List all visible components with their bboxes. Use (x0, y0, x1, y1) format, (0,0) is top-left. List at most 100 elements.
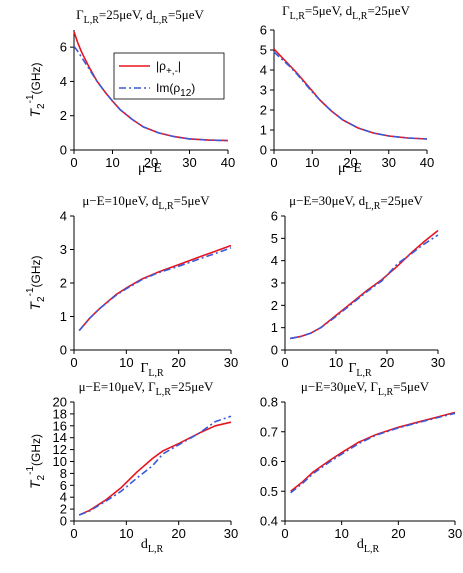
y-tick-label: 0.8 (260, 395, 278, 410)
series-im-rho12-line (290, 412, 456, 494)
x-tick-label: 10 (105, 155, 119, 170)
x-tick-label: 20 (171, 355, 185, 370)
y-tick-label: 18 (53, 406, 67, 421)
x-tick-label: 20 (144, 155, 158, 170)
x-tick-label: 20 (171, 526, 185, 541)
x-tick-label: 0 (70, 355, 77, 370)
x-tick-label: 0 (281, 526, 288, 541)
y-tick-label: 5 (260, 43, 267, 58)
y-axis-label: T2-1(GHz) (25, 434, 47, 489)
legend-entry-rho-plus-minus: |ρ+,-| (156, 59, 181, 77)
y-tick-label: 3 (260, 83, 267, 98)
y-tick-label: 1 (271, 320, 278, 335)
y-tick-label: 16 (53, 418, 67, 433)
y-tick-label: 2 (60, 276, 67, 291)
x-tick-label: 10 (329, 355, 343, 370)
chart-title: μ−E=10μeV, dL,R=5μeV (82, 193, 210, 212)
chart-panel-1: 0 10 20 30 40 0 2 4 6 ΓL,R=25μeV, dL,R=5μeV μ−E T2-… (25, 7, 235, 176)
y-tick-label: 0 (260, 143, 267, 158)
y-tick-label: 20 (53, 395, 67, 410)
x-tick-label: 0 (70, 526, 77, 541)
y-tick-label: 8 (60, 466, 67, 481)
y-tick-label: 3 (60, 242, 67, 257)
x-tick-label: 40 (221, 155, 235, 170)
x-axis-label: μ−E (138, 161, 162, 176)
y-tick-label: 4 (60, 74, 67, 89)
x-tick-label: 20 (380, 355, 394, 370)
series-im-rho12-line (273, 51, 428, 140)
y-tick-label: 4 (60, 209, 67, 224)
chart-panel-6: 0 10 20 30 0.4 0.5 0.6 0.7 0.8 μ−E=30μeV, ΓL,R=5μ… (260, 379, 462, 555)
x-tick-label: 30 (224, 526, 238, 541)
x-tick-label: 10 (119, 526, 133, 541)
x-axis-label: dL,R (357, 537, 380, 555)
series-rho-plus-minus-line (289, 229, 439, 340)
x-axis-label: μ−E (338, 161, 362, 176)
y-tick-label: 0.5 (260, 484, 278, 499)
y-tick-label: 0.4 (260, 514, 278, 529)
x-tick-label: 0 (281, 355, 288, 370)
y-tick-label: 6 (60, 40, 67, 55)
chart-title: μ−E=30μeV, dL,R=25μeV (289, 193, 423, 212)
y-tick-label: 0 (60, 514, 67, 529)
x-tick-label: 20 (343, 155, 357, 170)
chart-panel-2: 0 10 20 30 40 0 1 2 3 4 5 6 ΓL,R=5μeV, dL,R=25μeV μ−E (260, 3, 434, 176)
series-im-rho12-line (78, 415, 232, 516)
x-tick-label: 10 (334, 526, 348, 541)
x-tick-label: 30 (182, 155, 196, 170)
x-tick-label: 30 (431, 355, 445, 370)
chart-title: ΓL,R=5μeV, dL,R=25μeV (282, 3, 410, 22)
x-tick-label: 10 (305, 155, 319, 170)
series-rho-plus-minus-line (78, 244, 232, 332)
series-im-rho12-line (78, 247, 232, 332)
series-rho-plus-minus-line (273, 48, 428, 140)
y-tick-label: 4 (60, 490, 67, 505)
legend-box (113, 52, 225, 100)
y-tick-label: 1 (260, 123, 267, 138)
series-im-rho12-line (73, 45, 229, 142)
y-tick-label: 1 (60, 309, 67, 324)
chart-panel-4: 0 10 20 30 0 1 2 3 4 5 6 μ−E=30μeV, dL,R=25μeV ΓL,R (271, 193, 445, 379)
y-tick-label: 2 (271, 298, 278, 313)
y-tick-label: 2 (60, 502, 67, 517)
series-rho-plus-minus-line (78, 421, 232, 516)
y-tick-label: 6 (260, 23, 267, 38)
y-tick-label: 0.6 (260, 454, 278, 469)
y-tick-label: 6 (60, 478, 67, 493)
y-tick-label: 5 (271, 231, 278, 246)
y-tick-label: 14 (53, 430, 67, 445)
y-tick-label: 2 (60, 108, 67, 123)
y-tick-label: 0 (60, 143, 67, 158)
chart-title: μ−E=30μeV, ΓL,R=5μeV (301, 379, 430, 398)
x-tick-label: 30 (224, 355, 238, 370)
y-tick-label: 0 (271, 343, 278, 358)
y-tick-label: 3 (271, 276, 278, 291)
x-tick-label: 0 (70, 155, 77, 170)
series-rho-plus-minus-line (290, 411, 456, 492)
y-tick-label: 0 (60, 343, 67, 358)
x-tick-label: 10 (119, 355, 133, 370)
chart-title: ΓL,R=25μeV, dL,R=5μeV (76, 7, 204, 26)
x-tick-label: 30 (382, 155, 396, 170)
series-im-rho12-line (289, 234, 439, 340)
y-axis-label: T2-1(GHz) (25, 255, 47, 310)
chart-panel-3: 0 10 20 30 0 1 2 3 4 μ−E=10μeV, dL,R=5μeV ΓL,R T2-1… (25, 193, 238, 379)
x-axis-label: dL,R (141, 537, 164, 555)
y-tick-label: 6 (271, 209, 278, 224)
y-axis-label: T2-1(GHz) (25, 62, 47, 117)
legend: |ρ+,-| Im(ρ12) (113, 52, 225, 100)
x-axis-label: ΓL,R (140, 361, 164, 379)
y-tick-label: 4 (260, 63, 267, 78)
x-tick-label: 20 (391, 526, 405, 541)
x-tick-label: 0 (270, 155, 277, 170)
x-tick-label: 40 (420, 155, 434, 170)
y-tick-label: 4 (271, 253, 278, 268)
chart-title: μ−E=10μeV, ΓL,R=25μeV (79, 379, 214, 398)
y-tick-label: 0.7 (260, 424, 278, 439)
y-tick-label: 10 (53, 454, 67, 469)
legend-entry-im-rho12: Im(ρ12) (156, 81, 195, 99)
y-tick-label: 12 (53, 442, 67, 457)
y-tick-label: 2 (260, 103, 267, 118)
